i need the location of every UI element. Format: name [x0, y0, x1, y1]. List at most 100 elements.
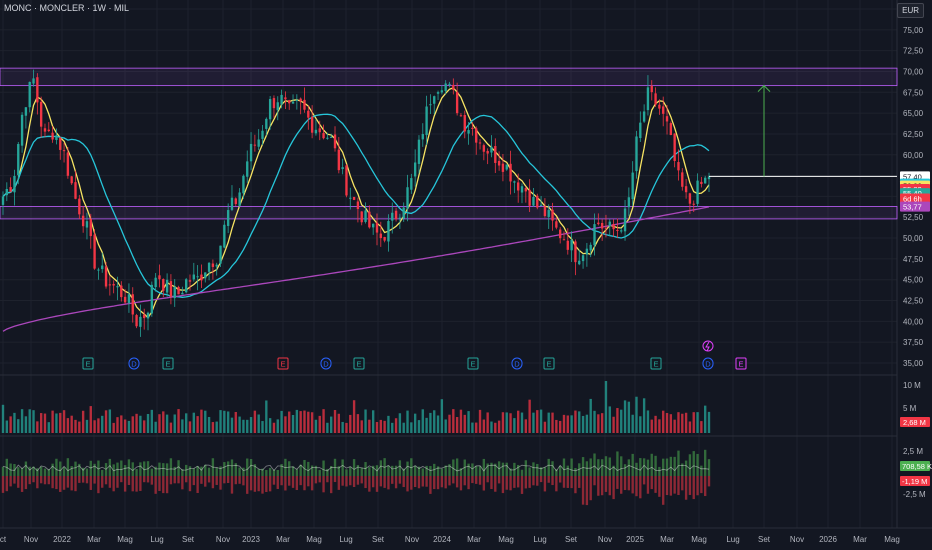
oscillator-bar-down: [139, 476, 142, 491]
oscillator-bar-down: [32, 476, 35, 483]
oscillator-bar-up: [276, 469, 279, 476]
candle-body: [356, 201, 360, 210]
price-tick-label: 40,00: [903, 317, 924, 326]
oscillator-bar-up: [436, 466, 440, 476]
volume-bar: [364, 409, 367, 433]
oscillator-bar-up: [230, 459, 234, 476]
oscillator-bar-down: [360, 476, 363, 484]
event-marker-box: [702, 357, 714, 370]
time-tick-label: Nov: [790, 535, 804, 544]
candle-body: [204, 272, 207, 279]
candle-body: [93, 234, 96, 269]
oscillator-bar-up: [536, 463, 539, 476]
volume-bar: [123, 419, 127, 433]
oscillator-bar-down: [17, 476, 20, 488]
candle-body: [627, 197, 631, 208]
oscillator-bar-down: [684, 476, 688, 500]
oscillator-bar-up: [253, 464, 257, 476]
oscillator-bar-up: [28, 466, 31, 476]
volume-bar: [356, 414, 360, 433]
oscillator-bar-up: [184, 464, 188, 476]
time-tick-label: Lug: [533, 535, 546, 544]
oscillator-bar-down: [181, 476, 184, 490]
oscillator-bar-down: [39, 476, 43, 484]
chart-grid: [0, 0, 932, 529]
candle-body: [5, 188, 8, 196]
volume-bar: [288, 411, 291, 433]
candle-body: [169, 281, 173, 297]
candle-body: [593, 224, 596, 246]
candle-body: [314, 129, 318, 134]
oscillator-bar-up: [108, 458, 112, 476]
oscillator-bar-up: [391, 465, 394, 476]
volume-bar: [547, 412, 550, 433]
oscillator-bar-up: [200, 466, 203, 476]
oscillator-bar-down: [475, 476, 478, 484]
candle-body: [81, 215, 85, 227]
oscillator-bar-up: [501, 462, 505, 476]
oscillator-bar-up: [513, 462, 516, 476]
oscillator-bar-down: [97, 476, 100, 494]
oscillator-bar-up: [261, 468, 264, 476]
candle-body: [200, 274, 203, 281]
volume-tick-label: 5 M: [903, 404, 917, 413]
candle-body: [330, 136, 333, 138]
oscillator-bar-down: [146, 476, 150, 483]
volume-bar: [66, 418, 70, 433]
volume-bar: [402, 422, 405, 433]
currency-button[interactable]: EUR: [897, 3, 924, 18]
oscillator-bar-up: [39, 466, 43, 476]
volume-bar: [28, 409, 31, 433]
candle-body: [66, 152, 70, 176]
price-tick-label: 45,00: [903, 276, 924, 285]
oscillator-bar-up: [555, 469, 558, 476]
oscillator-bar-down: [391, 476, 394, 484]
oscillator-bar-down: [234, 476, 237, 485]
oscillator-bar-up: [74, 461, 77, 476]
oscillator-bar-down: [612, 476, 615, 500]
oscillator-bar-down: [532, 476, 535, 486]
oscillator-bar-down: [223, 476, 226, 484]
oscillator-bar-up: [5, 458, 8, 476]
oscillator-bar-up: [101, 469, 104, 476]
oscillator-bar-up: [123, 465, 127, 476]
volume-bar: [707, 411, 711, 433]
volume-bar: [467, 411, 470, 433]
oscillator-bar-up: [70, 466, 73, 476]
volume-bar: [9, 416, 12, 433]
candle-body: [463, 115, 466, 132]
oscillator-bar-up: [562, 458, 566, 476]
event-marker-box: [82, 357, 94, 370]
oscillator-bar-up: [669, 456, 673, 476]
oscillator-bar-down: [9, 476, 12, 487]
oscillator-bar-down: [169, 476, 173, 485]
oscillator-bar-up: [623, 464, 627, 476]
candle-body: [89, 218, 92, 237]
oscillator-bar-up: [707, 459, 711, 476]
oscillator-bar-up: [104, 463, 108, 476]
oscillator-bar-up: [375, 465, 379, 476]
oscillator-bar-down: [440, 476, 444, 488]
event-marker: D: [511, 357, 523, 370]
oscillator-bar-down: [333, 476, 337, 483]
oscillator-bar-up: [547, 458, 550, 476]
candle-body: [677, 162, 680, 171]
volume-bar: [597, 414, 600, 433]
volume-bar: [517, 410, 520, 433]
oscillator-bar-down: [562, 476, 566, 488]
oscillator-bar-down: [196, 476, 199, 493]
candle-body: [558, 229, 562, 239]
oscillator-bar-up: [448, 464, 451, 476]
oscillator-bar-up: [36, 468, 39, 476]
oscillator-bar-up: [169, 458, 173, 476]
volume-bar: [665, 413, 669, 433]
event-marker-label: E: [85, 360, 90, 369]
oscillator-bar-up: [421, 468, 424, 476]
oscillator-bar-up: [658, 466, 661, 476]
candle-body: [547, 210, 550, 217]
candle-body: [127, 294, 131, 303]
oscillator-tag-label: -1,19 M: [902, 477, 927, 486]
candle-body: [1, 196, 5, 205]
candle-body: [303, 99, 306, 110]
